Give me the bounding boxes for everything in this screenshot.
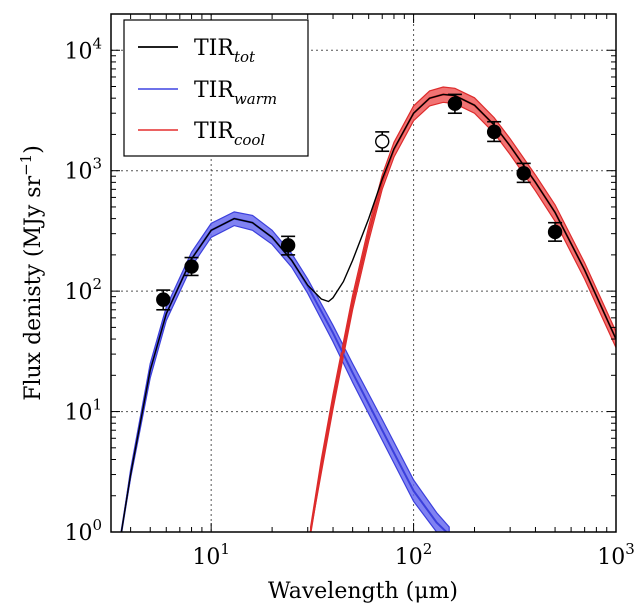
data-points bbox=[156, 96, 563, 307]
axis-ticks bbox=[111, 13, 617, 533]
y-axis-label-sup: −1 bbox=[17, 154, 35, 176]
y-tick-labels: 100 101 102 103 104 bbox=[64, 34, 102, 546]
data-point bbox=[184, 259, 199, 274]
x-tick-label: 103 bbox=[597, 540, 635, 570]
data-point-open bbox=[375, 134, 390, 149]
x-tick-label: 102 bbox=[395, 540, 433, 570]
data-point bbox=[516, 166, 531, 181]
band-TIRwarm bbox=[120, 211, 450, 532]
y-tick-label: 104 bbox=[64, 34, 102, 64]
legend-label-warm: TIRwarm bbox=[194, 78, 277, 108]
legend-label-cool: TIRcool bbox=[194, 119, 265, 149]
band-TIRcool bbox=[310, 86, 616, 532]
line-TIRwarm bbox=[120, 217, 448, 532]
x-axis-label: Wavelength (μm) bbox=[268, 579, 458, 604]
y-tick-label: 101 bbox=[64, 396, 102, 426]
y-axis-label-close: ) bbox=[21, 145, 46, 154]
data-point bbox=[547, 224, 563, 240]
uncertainty-bands bbox=[120, 86, 616, 532]
y-tick-label: 102 bbox=[64, 275, 102, 305]
line-TIRtot bbox=[120, 93, 616, 532]
plot-frame bbox=[110, 13, 617, 533]
line-TIRcool bbox=[309, 93, 616, 532]
data-point bbox=[486, 124, 502, 140]
data-point bbox=[156, 292, 171, 307]
svg-text:Flux denisty (MJy sr−1): Flux denisty (MJy sr−1) bbox=[17, 145, 46, 401]
legend-label-tot: TIRtot bbox=[194, 36, 256, 66]
model-lines bbox=[120, 93, 616, 532]
data-point bbox=[280, 238, 296, 253]
x-tick-label: 101 bbox=[192, 540, 230, 570]
legend: TIRtot TIRwarm TIRcool bbox=[123, 19, 309, 157]
data-point bbox=[447, 96, 463, 111]
x-tick-labels: 101 102 103 bbox=[192, 540, 634, 570]
y-axis-label-main: Flux denisty (MJy sr bbox=[21, 175, 46, 400]
y-tick-label: 103 bbox=[64, 155, 102, 185]
y-axis-label: Flux denisty (MJy sr−1) bbox=[17, 145, 46, 401]
y-tick-label: 100 bbox=[64, 516, 102, 546]
legend-box bbox=[123, 19, 309, 157]
